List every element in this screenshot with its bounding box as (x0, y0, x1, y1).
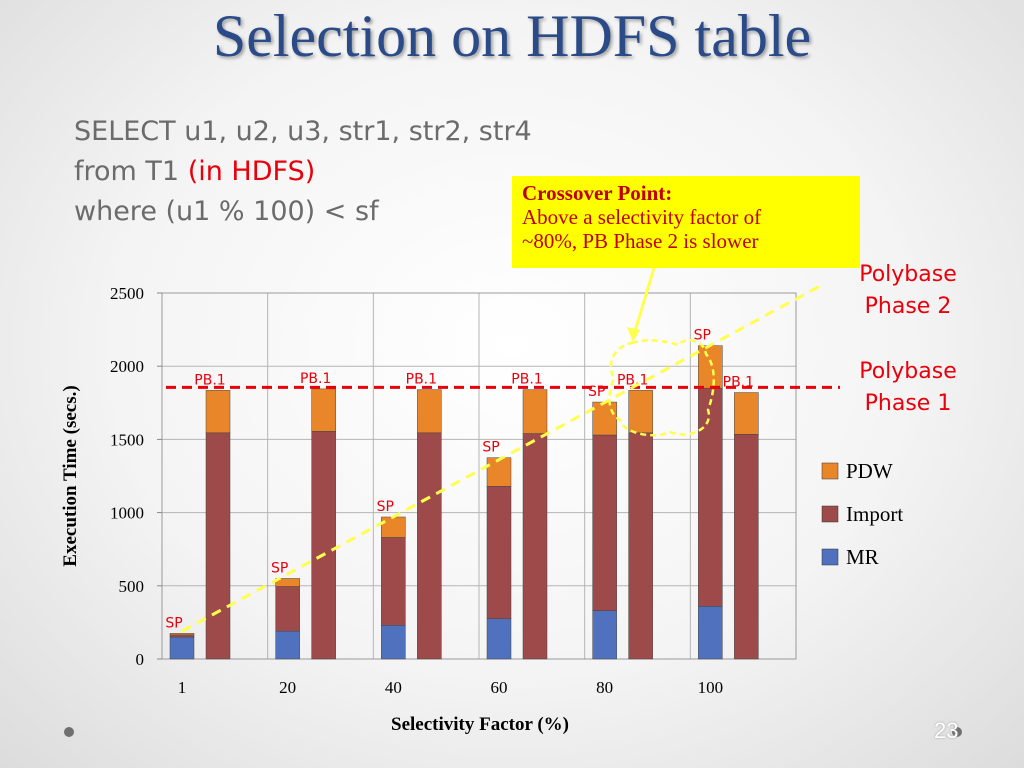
x-tick-label-1: 1 (178, 678, 187, 697)
bullet-dot-left (64, 727, 74, 737)
bar-label-20-sp: SP (271, 560, 288, 576)
bar-import-80-pb1 (628, 432, 653, 660)
bar-import-80-sp (592, 434, 617, 611)
axis-ticks: 0 500 1000 1500 2000 2500 1 20 40 60 80 100 (110, 284, 723, 697)
bar-pdw-100-pb1 (734, 392, 759, 435)
plot-border (161, 292, 797, 660)
bar-label-100-sp: SP (694, 328, 711, 344)
y-tick-label-500: 500 (119, 577, 145, 596)
bar-mr-60-sp (486, 618, 512, 660)
bar-pdw-20-pb1 (311, 388, 336, 432)
bar-label-40-pb1: PB.1 (406, 372, 437, 388)
bar-mr-80-sp (592, 610, 617, 660)
x-tick-label-60: 60 (491, 678, 508, 697)
legend-swatch-import (821, 505, 839, 523)
bar-pdw-80-sp (592, 401, 617, 436)
query-line-select: SELECT u1, u2, u3, str1, str2, str4 (74, 116, 532, 147)
legend-swatch-mr (821, 548, 839, 566)
bar-pdw-1-sp (169, 633, 195, 636)
phase2-label-line-2: Phase 2 (864, 294, 952, 319)
y-tick-label-1000: 1000 (110, 504, 144, 523)
bar-pdw-100-sp (698, 345, 723, 389)
bar-label-40-sp: SP (377, 499, 394, 515)
x-axis-title: Selectivity Factor (%) (391, 714, 569, 735)
bar-pdw-20-sp (275, 578, 300, 587)
bar-mr-100-sp (698, 606, 723, 660)
bar-import-20-sp (275, 586, 300, 632)
slide-title: Selection on HDFS table (212, 3, 812, 69)
callout-line-1: Above a selectivity factor of (522, 205, 762, 229)
legend-label-pdw: PDW (846, 459, 893, 483)
bar-label-1-pb1: PB.1 (194, 372, 225, 388)
y-axis-title: Execution Time (secs.) (60, 385, 81, 566)
bar-label-60-pb1: PB.1 (511, 372, 542, 388)
bar-mr-20-sp (275, 630, 300, 660)
x-tick-label-100: 100 (698, 678, 724, 697)
bar-pdw-60-sp (486, 457, 512, 487)
bars (169, 345, 759, 660)
bar-pdw-40-sp (381, 516, 406, 538)
bar-mr-1-sp (169, 636, 195, 660)
bar-import-40-pb1 (417, 432, 442, 660)
bar-import-60-pb1 (522, 433, 548, 660)
page-number: 23 (934, 718, 959, 743)
legend-label-mr: MR (846, 545, 879, 569)
bar-mr-40-sp (381, 625, 406, 660)
bar-label-20-pb1: PB.1 (300, 371, 331, 387)
y-tick-label-2000: 2000 (110, 357, 144, 376)
bar-import-1-pb1 (205, 432, 231, 660)
bullet-dot-right (952, 727, 962, 737)
phase1-label-line-2: Phase 1 (864, 391, 952, 416)
x-tick-label-80: 80 (596, 678, 613, 697)
phase2-trend-line (181, 282, 825, 633)
bar-import-60-sp (486, 485, 512, 619)
phase1-label-line-1: Polybase (859, 359, 957, 384)
bar-pdw-60-pb1 (522, 389, 548, 434)
legend-swatch-pdw (821, 462, 839, 480)
bar-pdw-80-pb1 (628, 390, 653, 434)
crossover-callout: Crossover Point: Above a selectivity fac… (512, 176, 860, 268)
bar-import-20-pb1 (311, 431, 336, 660)
query-hdfs-note: (in HDFS) (187, 156, 316, 187)
bar-label-80-pb1: PB.1 (617, 372, 648, 388)
bar-label-60-sp: SP (482, 440, 499, 456)
bar-pdw-40-pb1 (417, 389, 442, 434)
x-tick-label-20: 20 (279, 678, 296, 697)
legend-label-import: Import (846, 502, 903, 526)
phase1-label: Polybase Phase 1 (848, 356, 968, 420)
callout-title: Crossover Point: (522, 181, 673, 205)
legend: PDW Import MR (821, 459, 903, 569)
bar-import-100-sp (698, 387, 723, 607)
bar-import-100-pb1 (734, 434, 759, 660)
phase2-label: Polybase Phase 2 (848, 259, 968, 323)
y-tick-label-2500: 2500 (110, 284, 144, 303)
x-tick-label-40: 40 (385, 678, 402, 697)
callout-line-2: ~80%, PB Phase 2 is slower (522, 229, 759, 253)
callout-arrow-head (627, 327, 640, 342)
bar-import-40-sp (381, 537, 406, 626)
gridlines (162, 293, 796, 659)
bar-pdw-1-pb1 (205, 390, 231, 434)
bar-import-1-sp (169, 634, 195, 638)
bar-label-1-sp: SP (165, 615, 182, 631)
y-tick-label-0: 0 (136, 650, 145, 669)
crossover-highlight-circle (608, 338, 715, 437)
query-line-from: from T1 (in HDFS) (74, 156, 315, 188)
query-from-text: from T1 (74, 156, 180, 187)
phase2-label-line-1: Polybase (859, 262, 957, 287)
y-tick-label-1500: 1500 (110, 430, 144, 449)
query-line-where: where (u1 % 100) < sf (74, 196, 379, 227)
callout-arrow-shaft (631, 267, 656, 339)
